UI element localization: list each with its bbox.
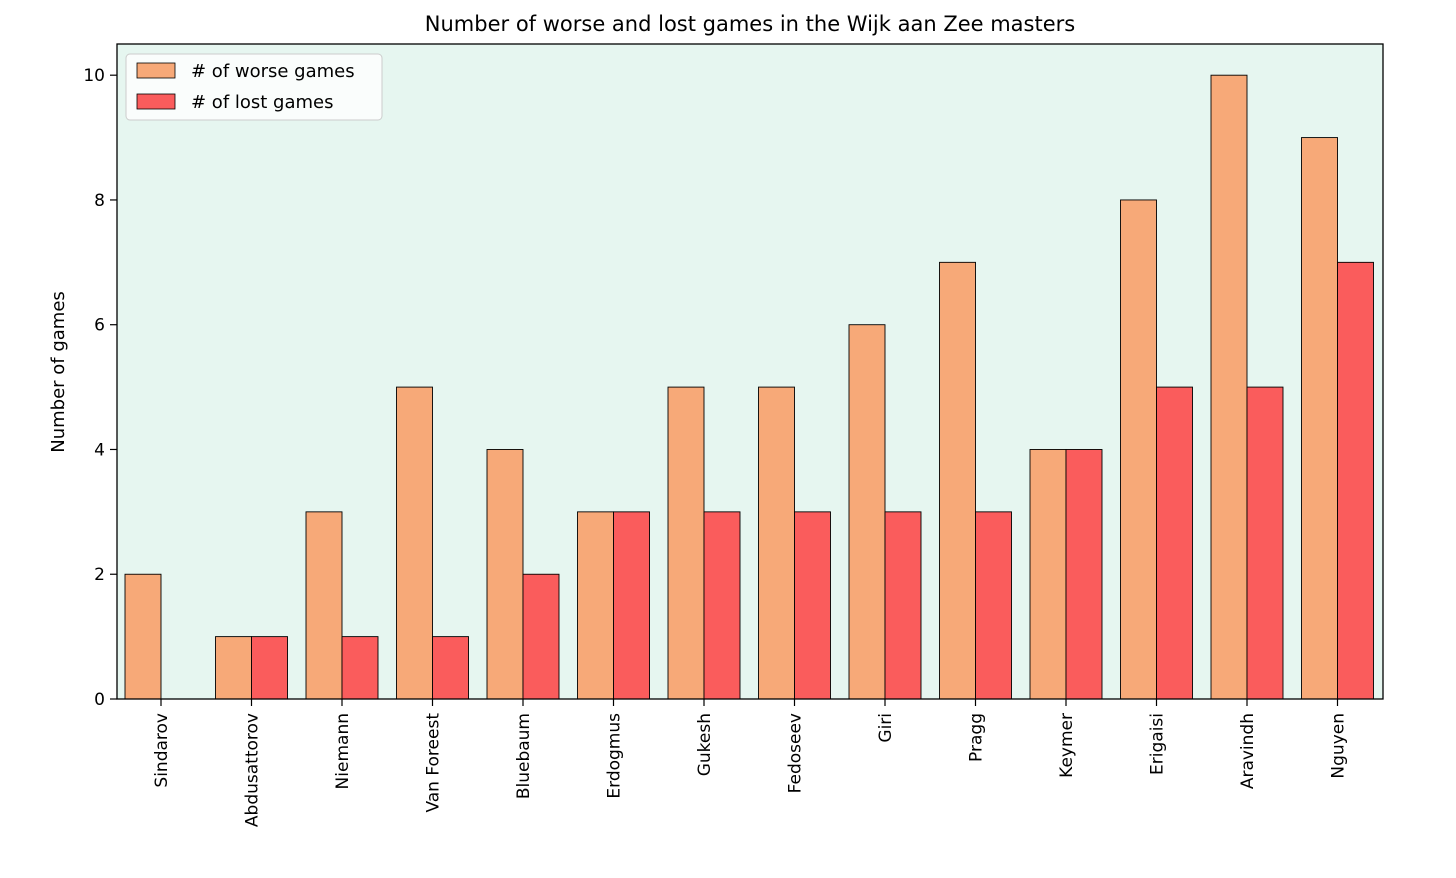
bar-lost-giri (884, 511, 922, 700)
bar-lost-nguyen (1337, 261, 1374, 700)
x-tick-label-erigaisi: Erigaisi (1148, 713, 1168, 775)
bar-worse-erigaisi (1120, 199, 1157, 700)
bar-worse-fedoseev (758, 386, 795, 700)
legend-label-worse: # of worse games (191, 61, 355, 82)
bar-worse-sindarov (124, 573, 162, 700)
legend-swatch-lost (136, 93, 176, 110)
bar-worse-nguyen (1301, 137, 1338, 700)
x-tick-label-bluebaum: Bluebaum (514, 713, 534, 799)
x-tick-label-sindarov: Sindarov (152, 713, 172, 788)
x-tick-label-keymer: Keymer (1057, 713, 1077, 778)
x-tick-label-van-foreest: Van Foreest (424, 713, 444, 813)
y-tick-label-8: 8 (94, 191, 105, 211)
y-tick-label-6: 6 (94, 316, 105, 336)
plot-frame (116, 43, 1384, 700)
y-axis: 0 2 4 6 8 10 (83, 66, 117, 710)
bar-worse-aravindh (1210, 74, 1248, 700)
bar-worse-van-foreest (396, 386, 433, 700)
bar-lost-niemann (341, 636, 379, 700)
x-tick-label-gukesh: Gukesh (695, 713, 715, 776)
x-tick-label-pragg: Pragg (967, 713, 987, 762)
bar-worse-pragg (939, 261, 976, 700)
legend-label-lost: # of lost games (191, 92, 334, 113)
bar-lost-fedoseev (794, 511, 831, 700)
bar-lost-abdusattorov (251, 636, 288, 700)
x-tick-label-erdogmus: Erdogmus (605, 713, 625, 799)
y-tick-label-2: 2 (94, 565, 105, 585)
legend-frame (125, 53, 383, 121)
y-tick-label-4: 4 (94, 440, 105, 460)
legend-swatch-worse (136, 62, 176, 79)
x-axis: Sindarov Abdusattorov Niemann Van Foreest Bl… (152, 699, 1349, 827)
y-tick-label-10: 10 (83, 66, 105, 86)
bar-worse-niemann (305, 511, 343, 700)
bar-worse-giri (848, 324, 886, 700)
bar-lost-van-foreest (432, 636, 469, 700)
bar-lost-keymer (1065, 449, 1103, 700)
y-tick-label-0: 0 (94, 690, 105, 710)
bar-worse-bluebaum (486, 449, 524, 700)
bar-lost-erigaisi (1156, 386, 1193, 700)
x-tick-label-abdusattorov: Abdusattorov (243, 713, 263, 827)
bar-worse-gukesh (667, 386, 705, 700)
x-tick-label-aravindh: Aravindh (1238, 713, 1258, 789)
bar-lost-aravindh (1246, 386, 1284, 700)
legend: # of worse games # of lost games (125, 53, 383, 121)
bar-lost-erdogmus (613, 511, 650, 700)
x-tick-label-fedoseev: Fedoseev (786, 713, 806, 793)
bar-worse-abdusattorov (215, 636, 252, 700)
bar-worse-keymer (1029, 449, 1067, 700)
bar-lost-gukesh (703, 511, 741, 700)
chart-title: Number of worse and lost games in the Wi… (425, 12, 1075, 36)
bar-lost-pragg (975, 511, 1012, 700)
x-tick-label-niemann: Niemann (333, 713, 353, 789)
x-tick-label-giri: Giri (876, 713, 896, 743)
bars-layer (124, 74, 1374, 700)
x-tick-label-nguyen: Nguyen (1329, 713, 1349, 779)
bar-lost-bluebaum (522, 573, 560, 700)
y-axis-title: Number of games (48, 291, 69, 453)
bar-worse-erdogmus (577, 511, 614, 700)
